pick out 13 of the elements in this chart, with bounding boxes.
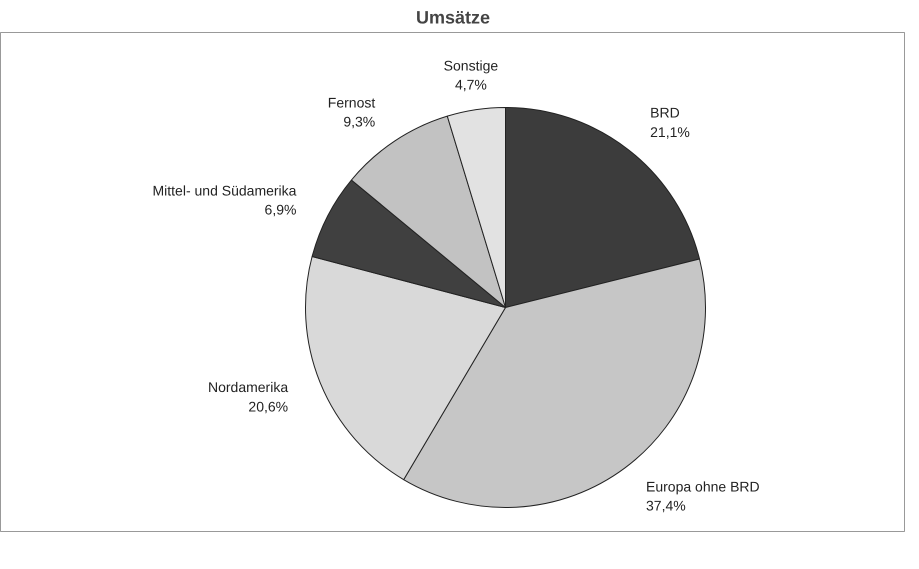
slice-label: Mittel- und Südamerika: [152, 182, 297, 199]
data-label: 20,6%: [248, 398, 288, 414]
slice-label: Sonstige: [444, 57, 498, 74]
data-label: 21,1%: [650, 124, 690, 140]
data-label: 6,9%: [264, 202, 296, 218]
chart-title: Umsätze: [416, 8, 490, 28]
data-label: 4,7%: [454, 76, 487, 93]
slice-label: Nordamerika: [208, 379, 288, 396]
data-label: 37,4%: [646, 497, 686, 514]
slice-label: BRD: [650, 104, 680, 121]
slice-label: Fernost: [328, 94, 376, 110]
slice-label: Europa ohne BRD: [646, 478, 760, 494]
data-label: 9,3%: [343, 114, 376, 130]
